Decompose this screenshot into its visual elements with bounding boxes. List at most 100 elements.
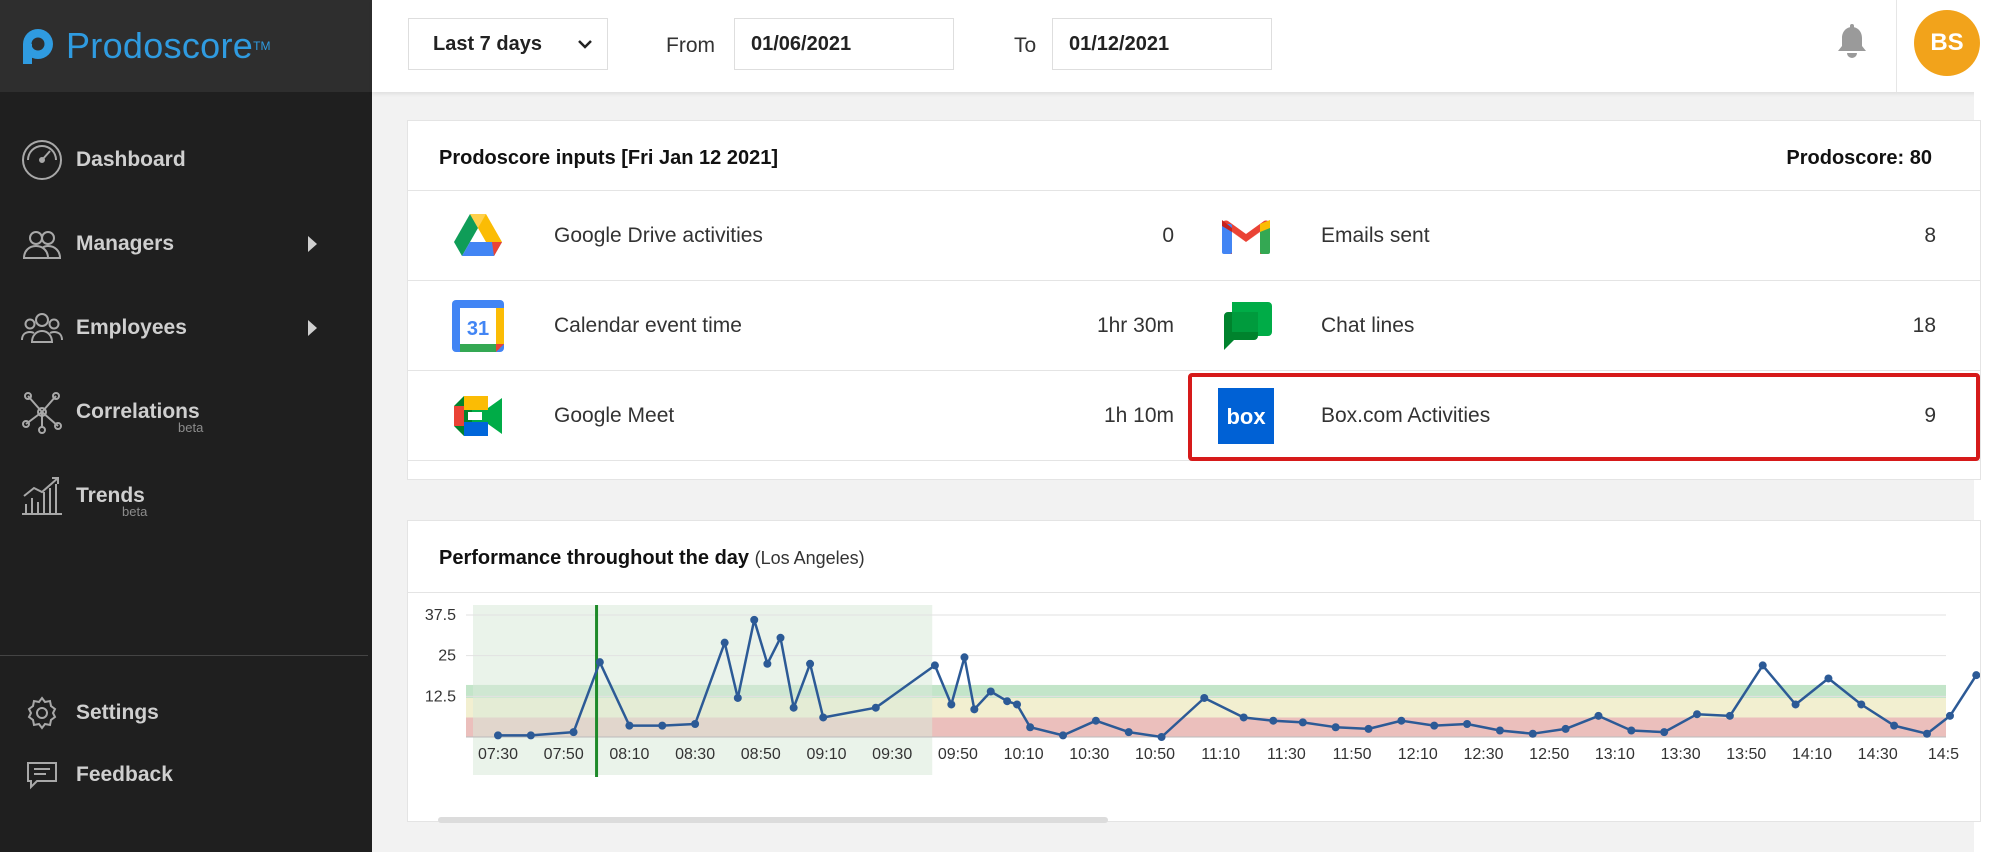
- sidebar-item-label: Managers: [76, 232, 175, 255]
- input-value: 18: [1912, 314, 1936, 337]
- sidebar-item-dashboard[interactable]: Dashboard: [0, 118, 372, 202]
- input-value: 8: [1924, 224, 1936, 247]
- performance-line-chart[interactable]: 37.5 25 12.5 07:30 07:50 08:10 08:30 08:50 09:10…: [408, 593, 1980, 823]
- data-point: [1026, 723, 1035, 732]
- x-tick-label: 10:10: [1004, 746, 1044, 763]
- sidebar-item-employees[interactable]: Employees: [0, 286, 372, 370]
- sidebar-item-correlations[interactable]: Correlations beta: [0, 370, 372, 454]
- x-tick-label: 12:50: [1529, 746, 1569, 763]
- data-point: [1397, 716, 1406, 725]
- data-point: [1758, 661, 1767, 670]
- sidebar-item-trends[interactable]: Trends beta: [0, 454, 372, 538]
- x-tick-label: 14:10: [1792, 746, 1832, 763]
- y-tick-label: 25: [438, 648, 456, 665]
- sidebar-item-label: Correlations: [76, 400, 200, 423]
- chart-title-text: Performance throughout the day: [439, 547, 750, 569]
- data-point: [1725, 711, 1734, 720]
- sidebar-item-label: Dashboard: [76, 148, 186, 171]
- sidebar-item-label: Feedback: [76, 763, 173, 786]
- chevron-right-icon[interactable]: [308, 320, 317, 336]
- google-drive-icon: [454, 214, 502, 256]
- google-calendar-icon: 31: [452, 300, 504, 352]
- data-point: [1298, 718, 1307, 727]
- data-point: [1463, 719, 1472, 728]
- data-point: [595, 658, 604, 667]
- sidebar-item-feedback[interactable]: Feedback: [0, 744, 372, 806]
- chart-scrollbar[interactable]: [438, 817, 1108, 823]
- data-point: [733, 693, 742, 702]
- x-tick-label: 11:10: [1201, 746, 1240, 763]
- employees-icon: [20, 306, 64, 350]
- sidebar-item-managers[interactable]: Managers: [0, 202, 372, 286]
- selected-time-window: [473, 605, 933, 775]
- data-point: [1857, 700, 1866, 709]
- brand-name: Prodoscore: [66, 25, 254, 66]
- from-date-input[interactable]: [734, 18, 954, 70]
- input-name: Box.com Activities: [1321, 404, 1491, 427]
- data-point: [658, 721, 667, 730]
- chart-header: Performance throughout the day (Los Ange…: [408, 521, 1980, 593]
- user-avatar[interactable]: BS: [1914, 10, 1980, 76]
- x-tick-label: 13:50: [1726, 746, 1766, 763]
- data-point: [960, 653, 969, 662]
- notification-bell-icon[interactable]: [1836, 24, 1868, 60]
- x-tick-label: 09:10: [806, 746, 846, 763]
- date-range-select[interactable]: Last 7 days: [408, 18, 608, 70]
- x-tick-label: 14:5: [1928, 746, 1959, 763]
- data-point: [1239, 713, 1248, 722]
- input-name: Emails sent: [1321, 224, 1430, 247]
- sidebar-item-label: Trends: [76, 484, 145, 507]
- x-tick-label: 07:30: [478, 746, 518, 763]
- data-point: [1331, 723, 1340, 732]
- data-point: [930, 661, 939, 670]
- data-point: [789, 703, 798, 712]
- data-point: [1430, 721, 1439, 730]
- top-bar: Last 7 days From To BS: [372, 0, 2000, 92]
- chevron-right-icon[interactable]: [308, 236, 317, 252]
- card-title: Prodoscore inputs [Fri Jan 12 2021]: [439, 147, 778, 169]
- data-point: [1972, 671, 1980, 680]
- data-point: [871, 703, 880, 712]
- date-range-value: Last 7 days: [433, 32, 542, 55]
- x-tick-label: 08:50: [741, 746, 781, 763]
- data-point: [1157, 733, 1166, 741]
- x-tick-label: 12:10: [1398, 746, 1438, 763]
- data-point: [750, 615, 759, 624]
- data-point: [819, 713, 828, 722]
- sidebar-item-label: Settings: [76, 701, 159, 724]
- beta-badge: beta: [178, 420, 204, 435]
- box-activities-highlight: [1188, 373, 1980, 461]
- to-date-input[interactable]: [1052, 18, 1272, 70]
- beta-badge: beta: [122, 504, 148, 519]
- data-point: [1003, 697, 1012, 706]
- brand-logo[interactable]: Prodoscore TM: [0, 0, 372, 92]
- data-point: [776, 633, 785, 642]
- data-point: [569, 728, 578, 737]
- speedometer-icon: [20, 138, 64, 182]
- data-point: [1364, 724, 1373, 733]
- data-point: [947, 700, 956, 709]
- data-point: [1561, 724, 1570, 733]
- sidebar-item-settings[interactable]: Settings: [0, 682, 372, 744]
- calendar-day: 31: [467, 318, 489, 340]
- x-tick-label: 08:10: [609, 746, 649, 763]
- x-tick-label: 14:30: [1858, 746, 1898, 763]
- data-point: [526, 731, 535, 740]
- data-point: [806, 659, 815, 668]
- input-name: Calendar event time: [554, 314, 742, 337]
- prodoscore-inputs-card: Prodoscore inputs [Fri Jan 12 2021] Prod…: [407, 120, 1981, 480]
- data-point: [1269, 716, 1278, 725]
- data-point: [1945, 711, 1954, 720]
- to-label: To: [1014, 34, 1037, 57]
- trends-icon: [20, 474, 64, 518]
- data-point: [1594, 711, 1603, 720]
- y-tick-label: 12.5: [425, 688, 456, 705]
- input-value: 0: [1162, 224, 1174, 247]
- input-name: Google Drive activities: [554, 224, 763, 247]
- y-tick-label: 37.5: [425, 607, 456, 624]
- sidebar-nav: Dashboard Managers Employees: [0, 118, 372, 538]
- input-value: 1hr 30m: [1096, 314, 1174, 337]
- chevron-down-icon: [578, 40, 592, 49]
- data-point: [1124, 728, 1133, 737]
- sidebar-item-label: Employees: [76, 316, 187, 339]
